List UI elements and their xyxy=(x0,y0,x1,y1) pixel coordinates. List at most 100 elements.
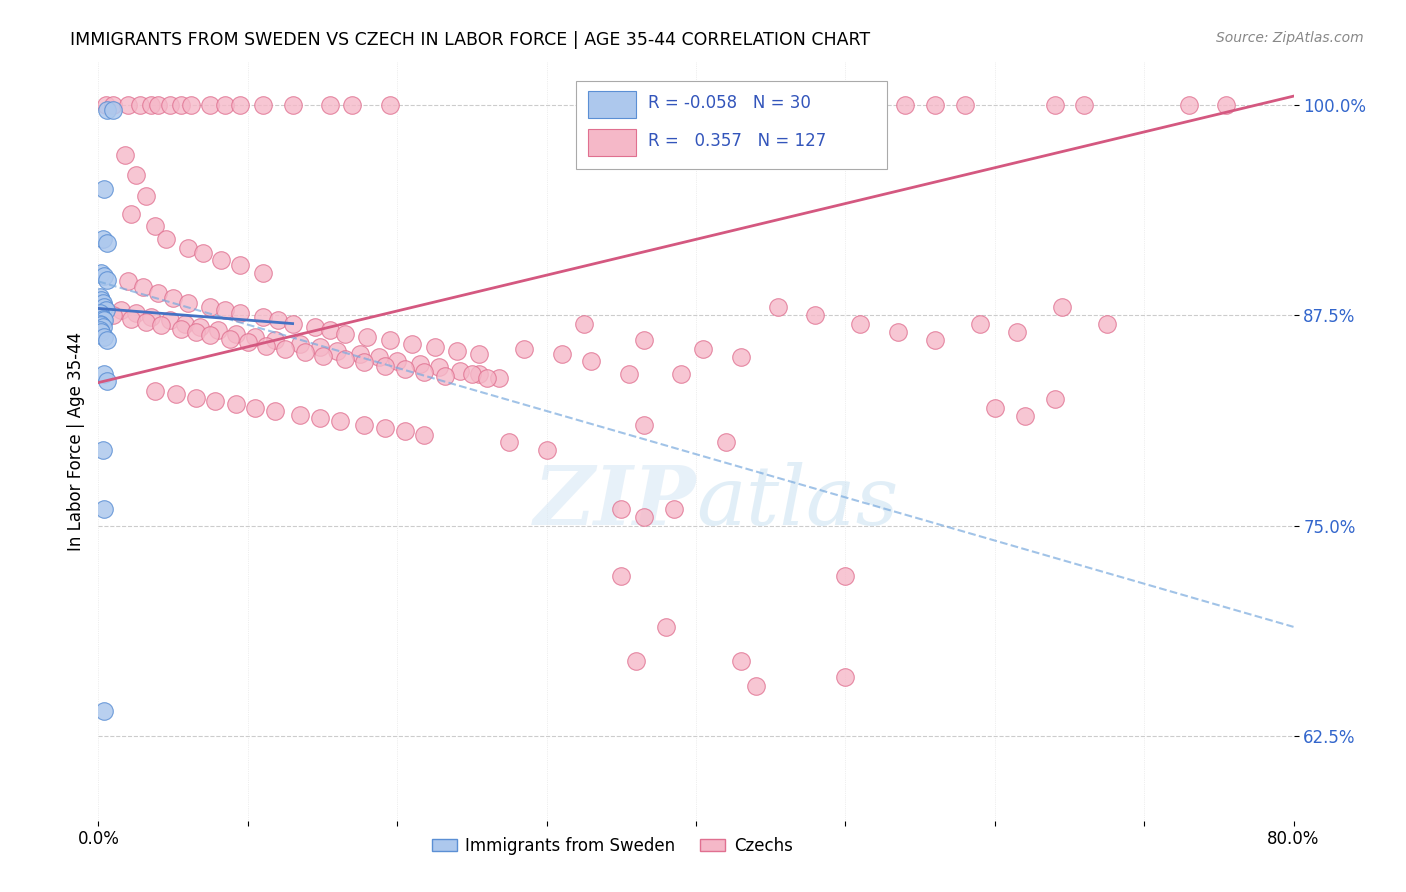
Point xyxy=(413,366,436,380)
Point xyxy=(333,326,356,341)
Point xyxy=(263,334,285,348)
Point xyxy=(91,442,114,457)
Point xyxy=(894,97,917,112)
Point xyxy=(356,330,378,344)
Point xyxy=(120,207,142,221)
Point xyxy=(730,351,752,365)
Point xyxy=(91,296,114,310)
Point xyxy=(90,310,112,324)
Point xyxy=(984,401,1007,415)
Point xyxy=(93,182,115,196)
Point xyxy=(103,308,125,322)
Point xyxy=(655,97,678,112)
Point xyxy=(143,219,166,233)
Point xyxy=(90,293,112,307)
Point xyxy=(394,425,416,439)
Point xyxy=(252,310,274,324)
Point xyxy=(96,103,118,117)
Point xyxy=(311,349,333,363)
Point xyxy=(267,313,290,327)
Point xyxy=(252,266,274,280)
Bar xyxy=(589,129,637,156)
Point xyxy=(96,374,118,388)
Point xyxy=(169,97,191,112)
Point xyxy=(581,353,603,368)
Point xyxy=(177,296,200,310)
Point xyxy=(294,345,316,359)
Point xyxy=(96,273,118,287)
Point xyxy=(475,370,498,384)
Point xyxy=(159,97,181,112)
Point xyxy=(274,342,297,356)
Point xyxy=(304,320,326,334)
Point xyxy=(368,351,391,365)
Point xyxy=(125,169,148,183)
Point xyxy=(423,340,446,354)
Point xyxy=(91,311,114,326)
Point xyxy=(434,368,457,383)
Point xyxy=(188,320,211,334)
Point xyxy=(93,704,115,718)
Point xyxy=(214,303,236,318)
Point xyxy=(200,328,222,343)
Point xyxy=(329,414,352,428)
Point xyxy=(89,323,111,337)
Point xyxy=(191,245,214,260)
Point xyxy=(139,97,162,112)
Point xyxy=(159,313,181,327)
Text: R =   0.357   N = 127: R = 0.357 N = 127 xyxy=(648,131,827,150)
Point xyxy=(225,397,247,411)
Point xyxy=(281,317,304,331)
Point xyxy=(449,364,471,378)
Point xyxy=(135,315,157,329)
Point xyxy=(1043,97,1066,112)
Point xyxy=(263,404,285,418)
Point xyxy=(89,317,111,331)
Point xyxy=(655,620,678,634)
Point xyxy=(229,258,252,272)
Point xyxy=(610,502,633,516)
Point xyxy=(91,320,114,334)
Point xyxy=(200,97,222,112)
Point xyxy=(610,569,633,583)
Point xyxy=(488,370,510,384)
Point xyxy=(125,306,148,320)
Point xyxy=(401,336,423,351)
Point xyxy=(90,318,112,333)
Point xyxy=(1178,97,1201,112)
Point xyxy=(1073,97,1095,112)
Point xyxy=(254,338,277,352)
Point xyxy=(669,367,692,381)
Point xyxy=(93,502,115,516)
Point xyxy=(378,334,401,348)
Point xyxy=(692,342,714,356)
Point xyxy=(200,300,222,314)
Text: IMMIGRANTS FROM SWEDEN VS CZECH IN LABOR FORCE | AGE 35-44 CORRELATION CHART: IMMIGRANTS FROM SWEDEN VS CZECH IN LABOR… xyxy=(70,31,870,49)
Point xyxy=(135,188,157,202)
Point xyxy=(169,321,191,335)
FancyBboxPatch shape xyxy=(576,81,887,169)
Point xyxy=(342,97,364,112)
Point xyxy=(91,232,114,246)
Point xyxy=(633,334,655,348)
Point xyxy=(89,306,111,320)
Point xyxy=(1043,392,1066,407)
Point xyxy=(319,323,342,337)
Point xyxy=(468,367,491,381)
Point xyxy=(461,367,484,381)
Point xyxy=(572,317,595,331)
Point xyxy=(148,97,170,112)
Point xyxy=(117,275,139,289)
Point xyxy=(617,367,640,381)
Point xyxy=(162,291,184,305)
Point xyxy=(89,290,111,304)
Point xyxy=(319,97,342,112)
Point xyxy=(834,569,856,583)
Point xyxy=(513,342,536,356)
Point xyxy=(446,343,468,358)
Point xyxy=(353,417,375,432)
Point xyxy=(139,310,162,324)
Point xyxy=(353,355,375,369)
Text: Source: ZipAtlas.com: Source: ZipAtlas.com xyxy=(1216,31,1364,45)
Legend: Immigrants from Sweden, Czechs: Immigrants from Sweden, Czechs xyxy=(425,830,800,862)
